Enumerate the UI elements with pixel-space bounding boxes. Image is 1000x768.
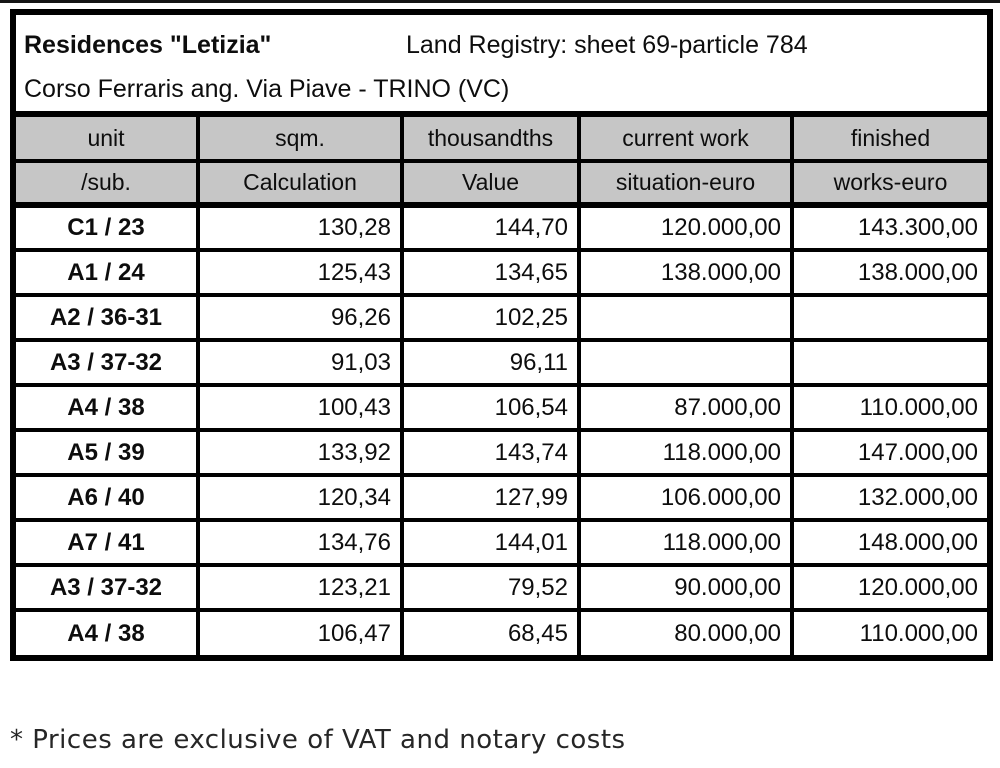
finished-works-cell: 132.000,00 [790, 473, 987, 522]
col-subheader-value: Value [400, 159, 581, 208]
table-row: A2 / 36-31 96,26 102,25 [16, 293, 987, 342]
unit-cell: A3 / 37-32 [16, 563, 200, 612]
thousandths-cell: 143,74 [400, 428, 581, 477]
unit-cell: A5 / 39 [16, 428, 200, 477]
thousandths-cell: 68,45 [400, 608, 581, 655]
finished-works-cell: 110.000,00 [790, 608, 987, 655]
table-row: A7 / 41 134,76 144,01 118.000,00 148.000,00 [16, 518, 987, 567]
col-subheader-calculation: Calculation [196, 159, 404, 208]
current-work-cell [577, 293, 794, 342]
current-work-cell: 87.000,00 [577, 383, 794, 432]
current-work-cell [577, 338, 794, 387]
page-top-edge-line [0, 0, 1000, 3]
unit-cell: A6 / 40 [16, 473, 200, 522]
current-work-cell: 90.000,00 [577, 563, 794, 612]
col-subheader-sub: /sub. [16, 159, 200, 208]
thousandths-cell: 134,65 [400, 248, 581, 297]
col-subheader-works-euro: works-euro [790, 159, 987, 208]
finished-works-cell: 138.000,00 [790, 248, 987, 297]
sqm-cell: 120,34 [196, 473, 404, 522]
thousandths-cell: 96,11 [400, 338, 581, 387]
col-header-current-work: current work [577, 117, 794, 163]
thousandths-cell: 102,25 [400, 293, 581, 342]
unit-cell: A4 / 38 [16, 383, 200, 432]
table-row: A6 / 40 120,34 127,99 106.000,00 132.000,00 [16, 473, 987, 522]
unit-cell: A7 / 41 [16, 518, 200, 567]
thousandths-cell: 127,99 [400, 473, 581, 522]
table-row: A4 / 38 100,43 106,54 87.000,00 110.000,00 [16, 383, 987, 432]
current-work-cell: 120.000,00 [577, 203, 794, 252]
sqm-cell: 96,26 [196, 293, 404, 342]
table-header: unit sqm. thousandths current work finis… [16, 117, 987, 208]
unit-cell: A3 / 37-32 [16, 338, 200, 387]
col-header-thousandths: thousandths [400, 117, 581, 163]
units-price-table: unit sqm. thousandths current work finis… [16, 117, 987, 655]
sqm-cell: 130,28 [196, 203, 404, 252]
table-header-row-2: /sub. Calculation Value situation-euro w… [16, 159, 987, 208]
table-row: A5 / 39 133,92 143,74 118.000,00 147.000,00 [16, 428, 987, 477]
unit-cell: A4 / 38 [16, 608, 200, 655]
finished-works-cell: 147.000,00 [790, 428, 987, 477]
land-registry-info: Land Registry: sheet 69-particle 784 [406, 31, 808, 59]
current-work-cell: 138.000,00 [577, 248, 794, 297]
finished-works-cell: 110.000,00 [790, 383, 987, 432]
table-row: A3 / 37-32 91,03 96,11 [16, 338, 987, 387]
table-row: C1 / 23 130,28 144,70 120.000,00 143.300,00 [16, 203, 987, 252]
current-work-cell: 118.000,00 [577, 428, 794, 477]
thousandths-cell: 144,01 [400, 518, 581, 567]
sqm-cell: 134,76 [196, 518, 404, 567]
current-work-cell: 106.000,00 [577, 473, 794, 522]
finished-works-cell [790, 338, 987, 387]
sqm-cell: 106,47 [196, 608, 404, 655]
unit-cell: A1 / 24 [16, 248, 200, 297]
table-row: A3 / 37-32 123,21 79,52 90.000,00 120.000,00 [16, 563, 987, 612]
col-header-unit: unit [16, 117, 200, 163]
finished-works-cell: 148.000,00 [790, 518, 987, 567]
residence-title: Residences "Letizia" [24, 31, 272, 59]
sqm-cell: 125,43 [196, 248, 404, 297]
thousandths-cell: 79,52 [400, 563, 581, 612]
unit-cell: C1 / 23 [16, 203, 200, 252]
table-body: C1 / 23 130,28 144,70 120.000,00 143.300,00 A… [16, 203, 987, 655]
current-work-cell: 118.000,00 [577, 518, 794, 567]
vat-disclaimer-note: * Prices are exclusive of VAT and notary… [10, 725, 626, 755]
col-header-sqm: sqm. [196, 117, 404, 163]
title-block: Residences "Letizia" Land Registry: shee… [16, 15, 987, 117]
col-subheader-situation-euro: situation-euro [577, 159, 794, 208]
table-row: A1 / 24 125,43 134,65 138.000,00 138.000,00 [16, 248, 987, 297]
table-row: A4 / 38 106,47 68,45 80.000,00 110.000,00 [16, 608, 987, 655]
sqm-cell: 123,21 [196, 563, 404, 612]
sqm-cell: 100,43 [196, 383, 404, 432]
table-header-row-1: unit sqm. thousandths current work finis… [16, 117, 987, 163]
finished-works-cell: 143.300,00 [790, 203, 987, 252]
price-table-container: Residences "Letizia" Land Registry: shee… [10, 9, 993, 661]
col-header-finished: finished [790, 117, 987, 163]
finished-works-cell [790, 293, 987, 342]
thousandths-cell: 144,70 [400, 203, 581, 252]
current-work-cell: 80.000,00 [577, 608, 794, 655]
thousandths-cell: 106,54 [400, 383, 581, 432]
address-line: Corso Ferraris ang. Via Piave - TRINO (V… [24, 75, 510, 103]
sqm-cell: 91,03 [196, 338, 404, 387]
sqm-cell: 133,92 [196, 428, 404, 477]
finished-works-cell: 120.000,00 [790, 563, 987, 612]
unit-cell: A2 / 36-31 [16, 293, 200, 342]
